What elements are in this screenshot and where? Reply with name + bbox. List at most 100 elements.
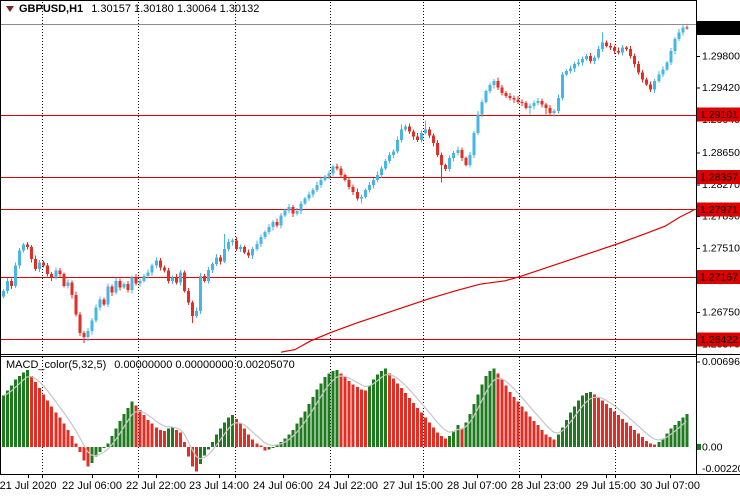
indicator-axis[interactable]: 0.0069652 0.00 -0.002206 <box>696 356 740 475</box>
macd-tick-label: -0.002206 <box>702 463 740 475</box>
macd-bar <box>516 401 520 447</box>
macd-bar <box>436 432 440 447</box>
macd-bar <box>468 413 472 447</box>
candle-body <box>162 267 166 271</box>
candle-body <box>432 135 436 144</box>
candle-body <box>665 62 669 70</box>
macd-histogram[interactable] <box>2 368 689 472</box>
macd-bar <box>311 396 315 447</box>
macd-bar <box>271 446 275 448</box>
candle-body <box>315 185 319 191</box>
candle-body <box>158 260 162 268</box>
macd-bar <box>26 369 30 447</box>
candle-body <box>82 332 86 338</box>
red-moving-average <box>280 208 695 353</box>
candle-body <box>74 295 78 315</box>
macd-bar <box>319 383 323 447</box>
candle-body <box>621 47 625 53</box>
macd-bar <box>444 438 448 447</box>
candle-body <box>78 314 82 333</box>
macd-bar <box>2 395 5 447</box>
macd-bar <box>653 444 657 447</box>
macd-bar <box>588 391 592 447</box>
candle-body <box>460 149 464 159</box>
candle-body <box>524 102 528 108</box>
macd-bar <box>448 435 452 447</box>
macd-bar <box>227 417 231 447</box>
candle-body <box>564 70 568 75</box>
macd-bar <box>251 439 255 447</box>
macd-bar <box>194 446 198 472</box>
candle-body <box>629 49 633 56</box>
macd-bar <box>665 433 669 447</box>
macd-bar <box>110 435 114 447</box>
macd-bar <box>488 371 492 447</box>
candle-body <box>347 180 351 187</box>
time-axis[interactable]: 21 Jul 2020 22 Jul 06:00 22 Jul 22:00 23 Ju… <box>0 474 700 492</box>
macd-bar <box>645 440 649 447</box>
candle-body <box>416 136 420 140</box>
candle-body <box>516 99 520 102</box>
candle-body <box>174 277 178 283</box>
candle-body <box>496 81 500 88</box>
candle-body <box>351 186 355 192</box>
candle-body <box>488 85 492 92</box>
candle-body <box>307 194 311 199</box>
candle-body <box>548 107 552 113</box>
candle-body <box>50 274 54 278</box>
candle-body <box>259 237 263 244</box>
candle-body <box>2 290 5 297</box>
macd-bar <box>500 379 504 447</box>
macd-bar <box>94 446 98 457</box>
macd-bar <box>50 406 54 447</box>
macd-bar <box>484 375 488 447</box>
candle-body <box>480 101 484 115</box>
time-label: 28 Jul 07:00 <box>447 480 507 492</box>
candle-body <box>267 227 271 233</box>
macd-bar <box>190 446 194 467</box>
candle-body <box>408 126 412 132</box>
candlesticks[interactable] <box>2 23 689 343</box>
candle-body <box>335 166 339 169</box>
macd-bar <box>174 429 178 447</box>
macd-bar <box>556 434 560 447</box>
candle-body <box>22 244 26 251</box>
price-tick-label: 1.27510 <box>702 243 740 255</box>
candle-body <box>134 277 138 284</box>
time-label: 28 Jul 23:00 <box>511 480 571 492</box>
candle-body <box>669 50 673 63</box>
candle-body <box>641 72 645 80</box>
candle-body <box>86 331 90 338</box>
candle-body <box>231 240 235 243</box>
candle-body <box>271 222 275 228</box>
macd-bar <box>681 417 685 447</box>
macd-bar <box>428 422 432 447</box>
price-axis[interactable]: 1.298001.294201.290401.286501.282701.278… <box>696 20 740 350</box>
macd-bar <box>544 434 548 447</box>
candle-body <box>6 280 10 291</box>
macd-bar <box>625 422 629 447</box>
macd-bar <box>122 413 126 447</box>
candle-body <box>279 215 283 226</box>
macd-bar <box>432 427 436 447</box>
macd-bar <box>548 437 552 447</box>
candle-body <box>219 257 223 262</box>
candle-body <box>520 101 524 103</box>
time-label: 21 Jul 2020 <box>0 480 56 492</box>
macd-bar <box>456 424 460 447</box>
macd-bar <box>371 379 375 447</box>
candle-body <box>319 180 323 186</box>
candle-body <box>512 97 516 100</box>
macd-bar <box>18 375 22 447</box>
candle-body <box>528 106 532 108</box>
candle-body <box>600 42 604 50</box>
macd-bar <box>327 373 331 447</box>
candle-body <box>379 168 383 176</box>
macd-bar <box>576 400 580 447</box>
macd-bar <box>150 423 154 447</box>
macd-bar <box>146 420 150 447</box>
candle-body <box>532 102 536 107</box>
candle-body <box>625 47 629 50</box>
macd-bar <box>669 428 673 447</box>
